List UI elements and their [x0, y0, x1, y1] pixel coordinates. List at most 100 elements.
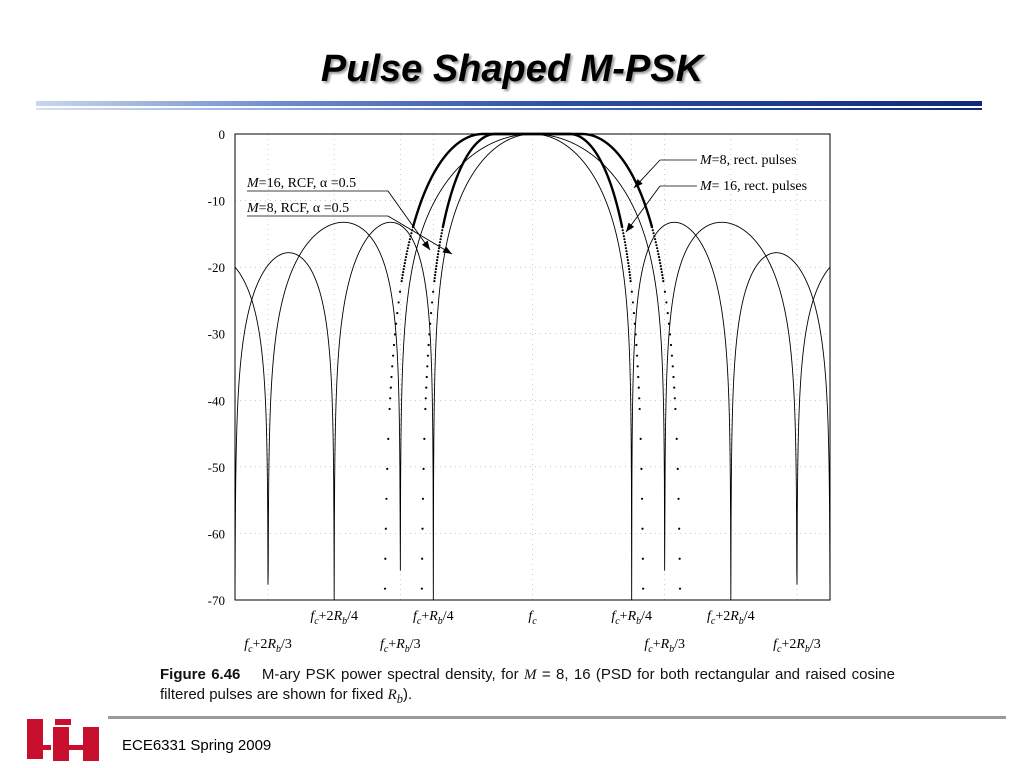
series-dot-rcf-2 [394, 322, 398, 325]
series-dot-rcf-2 [669, 343, 673, 347]
series-dot-rcf-2 [384, 527, 387, 530]
series-dot-rcf-3 [626, 256, 629, 259]
series-dot-rcf-2 [672, 375, 675, 379]
x-tick-label: fc+Rb/4 [611, 609, 652, 627]
annotation-arrow-m16-rect [625, 185, 661, 233]
series-dot-rcf-2 [656, 250, 659, 253]
series-dot-rcf-2 [403, 265, 406, 268]
caption-text-3: ). [403, 686, 413, 703]
series-dot-rcf-3 [438, 244, 441, 247]
series-dot-rcf-3 [433, 277, 436, 280]
series-dot-rcf-2 [671, 365, 674, 368]
series-dot-rcf-3 [623, 241, 627, 244]
series-dot-rcf-2 [388, 407, 391, 411]
series-dot-rcf-2 [674, 407, 677, 411]
series-dot-rcf-3 [627, 265, 630, 268]
annotation-label: M=8, rect. pulses [699, 153, 797, 168]
series-dot-rcf-3 [634, 333, 637, 336]
series-dot-rcf-2 [655, 244, 658, 247]
series-dot-rcf-3 [434, 271, 437, 274]
series-dot-rcf-3 [420, 587, 423, 590]
series-dot-rcf-3 [640, 497, 644, 500]
series-dot-rcf-3 [435, 265, 438, 268]
series-dot-rcf-3 [426, 354, 430, 357]
series-dot-rcf-2 [658, 259, 661, 262]
annotation-label: M=16, RCF, α =0.5 [246, 176, 356, 191]
series-dot-rcf-2 [650, 226, 654, 229]
series-dot-rcf-2 [653, 238, 657, 241]
series-dot-rcf-3 [425, 386, 428, 389]
series-dot-rcf-3 [426, 365, 429, 368]
footer-course-label: ECE6331 Spring 2009 [122, 737, 272, 754]
series-dot-rcf-3 [429, 311, 433, 315]
series-dot-rcf-3 [635, 343, 638, 347]
series-dot-rcf-3 [624, 244, 627, 247]
annotation-arrow-m16-rect-head [626, 222, 635, 232]
series-dot-rcf-2 [666, 311, 669, 315]
series-dot-rcf-2 [390, 375, 393, 379]
series-dot-rcf-3 [424, 407, 427, 411]
series-dot-rcf-2 [397, 301, 400, 304]
series-dot-rcf-3 [434, 268, 437, 271]
series-dot-rcf-3 [427, 343, 430, 347]
series-dot-rcf-3 [642, 587, 645, 590]
series-dot-rcf-2 [402, 268, 405, 271]
series-dot-rcf-2 [678, 527, 681, 530]
series-dot-rcf-2 [406, 247, 409, 250]
series-dot-rcf-2 [654, 241, 657, 244]
y-tick-label: -60 [208, 526, 225, 541]
annotation-arrow-m8-rcf-head [442, 246, 452, 254]
series-dot-rcf-3 [628, 268, 631, 271]
series-dot-rcf-3 [640, 467, 643, 470]
x-tick-label: fc+2Rb/3 [773, 637, 821, 655]
series-dot-rcf-3 [437, 250, 440, 253]
y-tick-label: -30 [208, 327, 225, 342]
series-dot-rcf-3 [637, 386, 640, 389]
series-dot-rcf-2 [651, 229, 654, 232]
series-dot-rcf-3 [438, 241, 442, 244]
y-tick-label: -10 [208, 194, 225, 209]
series-dot-rcf-2 [385, 497, 388, 500]
series-dot-rcf-2 [386, 467, 389, 470]
psd-chart: 0-10-20-30-40-50-60-70 fc+2Rb/4 fc+Rb/4 fc… [208, 127, 831, 655]
series-dot-rcf-2 [387, 437, 390, 440]
series-dot-rcf-3 [630, 290, 633, 293]
series-dot-rcf-2 [657, 253, 660, 256]
series-dot-rcf-2 [652, 232, 655, 235]
series-dot-rcf-2 [673, 386, 676, 389]
series-dot-rcf-3 [430, 301, 434, 304]
series-dot-rcf-2 [656, 247, 659, 250]
series-dot-rcf-3 [641, 557, 644, 560]
title-rule-thin [36, 108, 982, 110]
series-dot-rcf-2 [670, 354, 674, 357]
series-dot-rcf-2 [404, 256, 408, 259]
series-dot-rcf-3 [638, 407, 641, 411]
series-dot-rcf-3 [636, 365, 639, 368]
series-dot-rcf-2 [675, 437, 678, 440]
series-dot-rcf-2 [668, 333, 672, 336]
series-dot-rcf-3 [424, 397, 427, 400]
series-dot-rcf-2 [667, 322, 671, 325]
series-dot-rcf-2 [661, 277, 664, 280]
series-dot-rcf-2 [665, 301, 668, 304]
series-dot-rcf-3 [421, 557, 424, 560]
series-dot-rcf-2 [407, 244, 410, 247]
series-dot-rcf-3 [641, 527, 644, 530]
x-tick-label: fc+Rb/3 [644, 637, 685, 655]
x-tick-label: fc+Rb/3 [380, 637, 421, 655]
annotation-arrow-m8-rect-head [634, 179, 643, 188]
series-dot-rcf-2 [662, 280, 665, 283]
annotation-arrow-m16-rcf-head [421, 240, 430, 250]
y-tick-label: -20 [208, 260, 225, 275]
series-dot-rcf-3 [436, 256, 439, 259]
series-layer [234, 132, 831, 601]
x-tick-label: fc+2Rb/4 [707, 609, 755, 627]
y-tick-label: -40 [208, 393, 225, 408]
series-dot-rcf-2 [393, 333, 397, 336]
series-dot-rcf-3 [439, 238, 442, 241]
series-dot-rcf-3 [628, 274, 631, 277]
series-dot-rcf-3 [623, 238, 626, 241]
uh-logo-icon [25, 717, 101, 763]
series-dot-rcf-2 [389, 397, 392, 400]
slide-title: Pulse Shaped M-PSK [320, 48, 704, 90]
